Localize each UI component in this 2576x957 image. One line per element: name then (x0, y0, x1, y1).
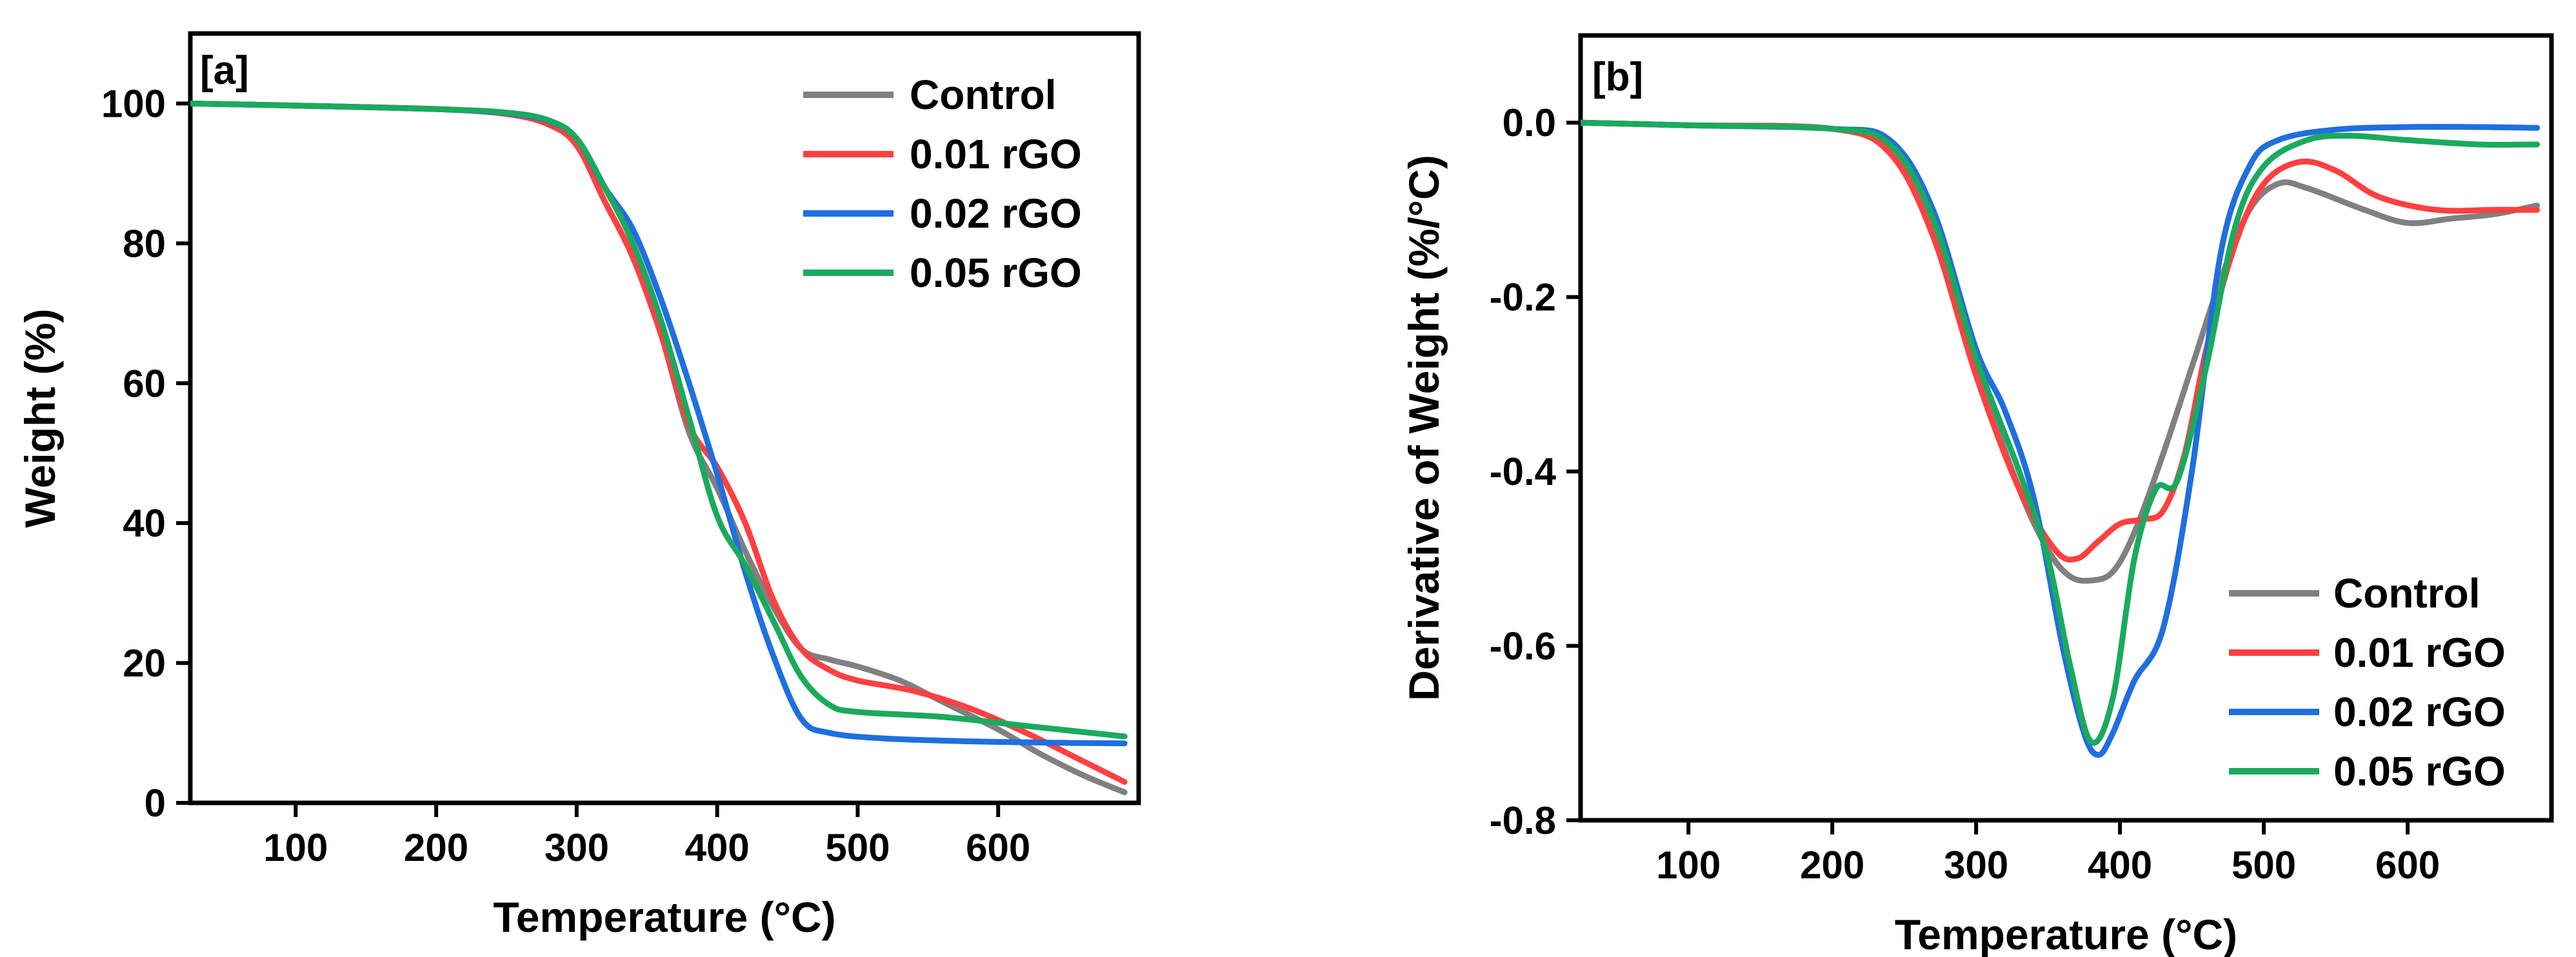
series-line-control (1581, 119, 2541, 584)
x-tick-label: 500 (2232, 844, 2296, 887)
x-tick-label: 600 (966, 826, 1030, 869)
panel-tag: [b] (1592, 55, 1643, 99)
x-axis-label: Temperature (°C) (1895, 911, 2237, 957)
x-tick-label: 100 (1656, 844, 1721, 887)
y-tick-label: 100 (101, 82, 166, 125)
y-tick-label: -0.4 (1490, 450, 1557, 493)
legend-label: Control (2333, 570, 2481, 617)
panel-tag: [a] (200, 48, 249, 93)
series-line-0-05-rgo (190, 101, 1128, 740)
y-tick-label: -0.8 (1490, 799, 1556, 842)
y-tick-label: 40 (123, 502, 166, 545)
legend-label: 0.02 rGO (2333, 689, 2506, 735)
y-tick-label: 0 (145, 782, 166, 825)
plot-frame (1578, 33, 2554, 823)
y-tick-label: 80 (123, 222, 166, 265)
legend-label: 0.01 rGO (910, 131, 1082, 177)
legend-label: 0.02 rGO (910, 190, 1082, 237)
series-line-0-05-rgo (1581, 119, 2541, 746)
x-tick-label: 400 (2088, 844, 2152, 887)
plot-frame (188, 31, 1141, 805)
x-tick-label: 200 (1800, 844, 1864, 887)
y-tick-label: -0.6 (1490, 625, 1556, 668)
chart-panel-a: 100 200 300 400 500 600 0 20 40 60 80 100 Control 0.0… (16, 31, 1141, 941)
y-tick-label: 20 (123, 642, 166, 685)
x-tick-label: 400 (685, 826, 750, 869)
x-tick-label: 500 (825, 826, 890, 869)
x-tick-label: 300 (1944, 844, 2008, 887)
y-tick-label: 0.0 (1503, 101, 1556, 144)
legend-label: Control (910, 72, 1057, 118)
x-tick-label: 600 (2375, 844, 2440, 887)
series-line-0-02-rgo (1581, 119, 2541, 758)
legend-label: 0.05 rGO (2333, 748, 2506, 794)
y-tick-label: -0.2 (1490, 276, 1556, 319)
series-line-0-01-rgo (1581, 119, 2541, 563)
x-tick-label: 300 (544, 826, 609, 869)
y-axis-label: Weight (%) (16, 309, 64, 528)
y-tick-label: 60 (123, 362, 166, 405)
x-axis-label: Temperature (°C) (493, 893, 835, 941)
chart-panel-b: 100 200 300 400 500 600 -0.8 -0.6 -0.4 -0.2 0.0 Con… (1400, 33, 2554, 957)
legend-label: 0.01 rGO (2333, 629, 2506, 676)
y-axis-label: Derivative of Weight (%/°C) (1400, 155, 1448, 701)
legend-label: 0.05 rGO (910, 250, 1082, 296)
x-tick-label: 100 (263, 826, 328, 869)
x-tick-label: 200 (404, 826, 468, 869)
